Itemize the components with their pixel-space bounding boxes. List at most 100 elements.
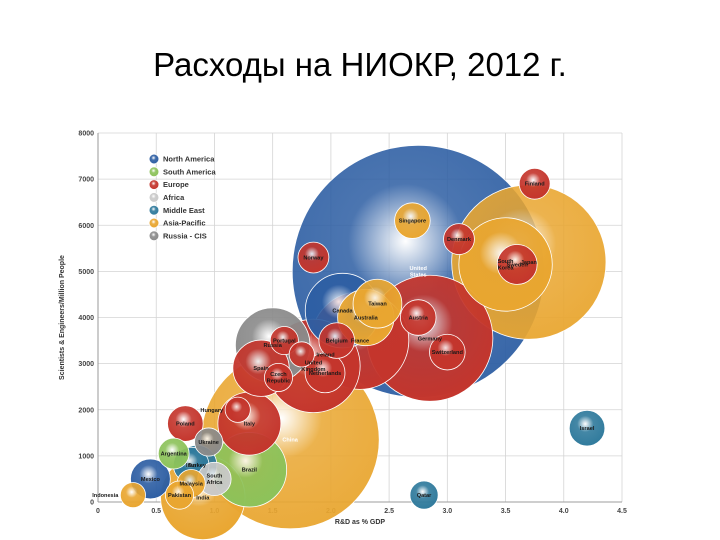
bubble-label-south-korea: South bbox=[498, 259, 514, 265]
bubble-label-qatar: Qatar bbox=[417, 493, 432, 499]
bubble-label-germany: Germany bbox=[418, 336, 443, 342]
bubble-hungary bbox=[224, 396, 251, 423]
legend-swatch-middle-east bbox=[148, 205, 160, 216]
bubble-qatar bbox=[409, 480, 439, 510]
bubble-label-denmark: Denmark bbox=[447, 237, 472, 243]
legend-swatch-south-america bbox=[148, 166, 160, 177]
legend-swatch-asia-pacific bbox=[148, 217, 160, 229]
bubble-label-canada: Canada bbox=[332, 309, 353, 315]
bubble-label-united-states: United bbox=[410, 266, 428, 272]
legend-label-russia-cis: Russia - CIS bbox=[163, 231, 207, 240]
bubble-label-spain: Spain bbox=[253, 366, 269, 372]
bubble-label-poland: Poland bbox=[176, 422, 195, 428]
bubble-singapore bbox=[394, 202, 431, 239]
bubble-label-taiwan: Taiwan bbox=[368, 302, 387, 308]
bubble-label-united-states: States bbox=[410, 273, 427, 279]
bubble-label-china: China bbox=[282, 438, 298, 444]
x-tick-label: 4.0 bbox=[559, 508, 569, 515]
y-tick-label: 2000 bbox=[78, 407, 94, 414]
legend-label-north-america: North America bbox=[163, 155, 215, 164]
bubble-label-ireland: Ireland bbox=[316, 352, 335, 358]
x-tick-label: 4.5 bbox=[617, 508, 627, 515]
bubble-label-france: France bbox=[351, 339, 369, 345]
bubble-argentina bbox=[157, 437, 190, 470]
bubble-finland bbox=[518, 167, 551, 200]
bubble-label-turkey: Turkey bbox=[188, 463, 207, 469]
y-tick-label: 8000 bbox=[78, 131, 94, 138]
legend-label-middle-east: Middle East bbox=[163, 206, 205, 215]
y-tick-label: 0 bbox=[90, 500, 94, 507]
bubble-label-south-africa: South bbox=[207, 474, 223, 480]
bubble-label-pakistan: Pakistan bbox=[168, 493, 192, 499]
bubble-label-ukraine: Ukraine bbox=[198, 440, 219, 446]
bubble-label-portugal: Portugal bbox=[273, 339, 296, 345]
legend-label-africa: Africa bbox=[163, 193, 185, 202]
bubble-label-united-kingdom: United bbox=[305, 361, 323, 367]
bubble-label-norway: Norway bbox=[303, 256, 324, 262]
bubble-label-austria: Austria bbox=[409, 316, 429, 322]
y-tick-label: 5000 bbox=[78, 269, 94, 276]
bubble-label-switzerland: Switzerland bbox=[432, 350, 464, 356]
bubble-israel bbox=[568, 409, 606, 447]
bubble-label-iran: Iran bbox=[186, 463, 197, 469]
bubble-poland bbox=[167, 405, 204, 442]
legend-swatch-africa bbox=[148, 192, 160, 203]
bubble-sweden bbox=[496, 244, 538, 285]
bubble-label-czech-republic: Czech bbox=[270, 372, 287, 378]
x-tick-label: 0.5 bbox=[151, 508, 161, 515]
bubble-indonesia bbox=[119, 482, 146, 509]
slide-title: Расходы на НИОКР, 2012 г. bbox=[153, 46, 567, 83]
bubble-label-argentina: Argentina bbox=[161, 452, 188, 458]
legend-swatch-russia-cis bbox=[148, 230, 160, 241]
bubble-label-finland: Finland bbox=[525, 182, 545, 188]
bubble-label-mexico: Mexico bbox=[141, 477, 161, 483]
bubble-label-belgium: Belgium bbox=[326, 339, 348, 345]
bubble-label-hungary: Hungary bbox=[200, 408, 224, 414]
x-tick-label: 3.5 bbox=[501, 508, 511, 515]
bubble-label-india: India bbox=[196, 495, 210, 501]
bubble-label-australia: Australia bbox=[354, 316, 379, 322]
bubbles: UnitedStatesChinaJapanGermanyFranceUnite… bbox=[92, 144, 607, 540]
y-tick-label: 3000 bbox=[78, 361, 94, 368]
legend: North America South America Europe Africa Mi… bbox=[148, 153, 216, 241]
bubble-label-singapore: Singapore bbox=[399, 219, 426, 225]
bubble-norway bbox=[297, 241, 330, 274]
y-tick-label: 7000 bbox=[78, 177, 94, 184]
bubble-label-netherlands: Netherlands bbox=[309, 371, 341, 377]
legend-label-asia-pacific: Asia-Pacific bbox=[163, 219, 206, 228]
x-tick-label: 2.5 bbox=[384, 508, 394, 515]
legend-label-europe: Europe bbox=[163, 180, 189, 189]
legend-swatch-north-america bbox=[148, 153, 160, 165]
bubble-label-italy: Italy bbox=[244, 422, 256, 428]
bubble-pakistan bbox=[165, 480, 194, 510]
bubble-ireland bbox=[288, 341, 315, 368]
bubble-label-israel: Israel bbox=[580, 426, 595, 432]
legend-swatch-europe bbox=[148, 179, 160, 190]
y-axis-title: Scientists & Engineers/Million People bbox=[59, 255, 66, 380]
bubble-label-united-kingdom: Kingdom bbox=[301, 367, 325, 373]
bubble-label-russia: Russia bbox=[263, 343, 282, 349]
bubble-taiwan bbox=[352, 278, 403, 329]
x-tick-label: 3.0 bbox=[442, 508, 452, 515]
bubble-switzerland bbox=[429, 333, 466, 371]
bubble-belgium bbox=[318, 322, 355, 359]
bubble-label-indonesia: Indonesia bbox=[92, 493, 119, 499]
bubble-label-brazil: Brazil bbox=[242, 468, 258, 474]
bubble-czech-republic bbox=[264, 362, 293, 392]
x-tick-label: 0 bbox=[96, 508, 100, 515]
bubble-denmark bbox=[443, 223, 475, 255]
y-tick-label: 1000 bbox=[78, 453, 94, 460]
bubble-label-sweden: Sweden bbox=[507, 262, 529, 268]
y-tick-label: 4000 bbox=[78, 315, 94, 322]
bubble-label-south-africa: Africa bbox=[207, 480, 224, 486]
y-tick-label: 6000 bbox=[78, 223, 94, 230]
bubble-ukraine bbox=[194, 427, 224, 457]
bubble-label-japan: Japan bbox=[521, 260, 538, 266]
bubble-label-czech-republic: Republic bbox=[267, 379, 291, 385]
x-axis-title: R&D as % GDP bbox=[335, 519, 386, 526]
bubble-label-south-korea: Korea bbox=[498, 266, 515, 272]
legend-label-south-america: South America bbox=[163, 167, 216, 176]
bubble-label-malaysia: Malaysia bbox=[179, 482, 203, 488]
bubble-austria bbox=[400, 299, 437, 336]
